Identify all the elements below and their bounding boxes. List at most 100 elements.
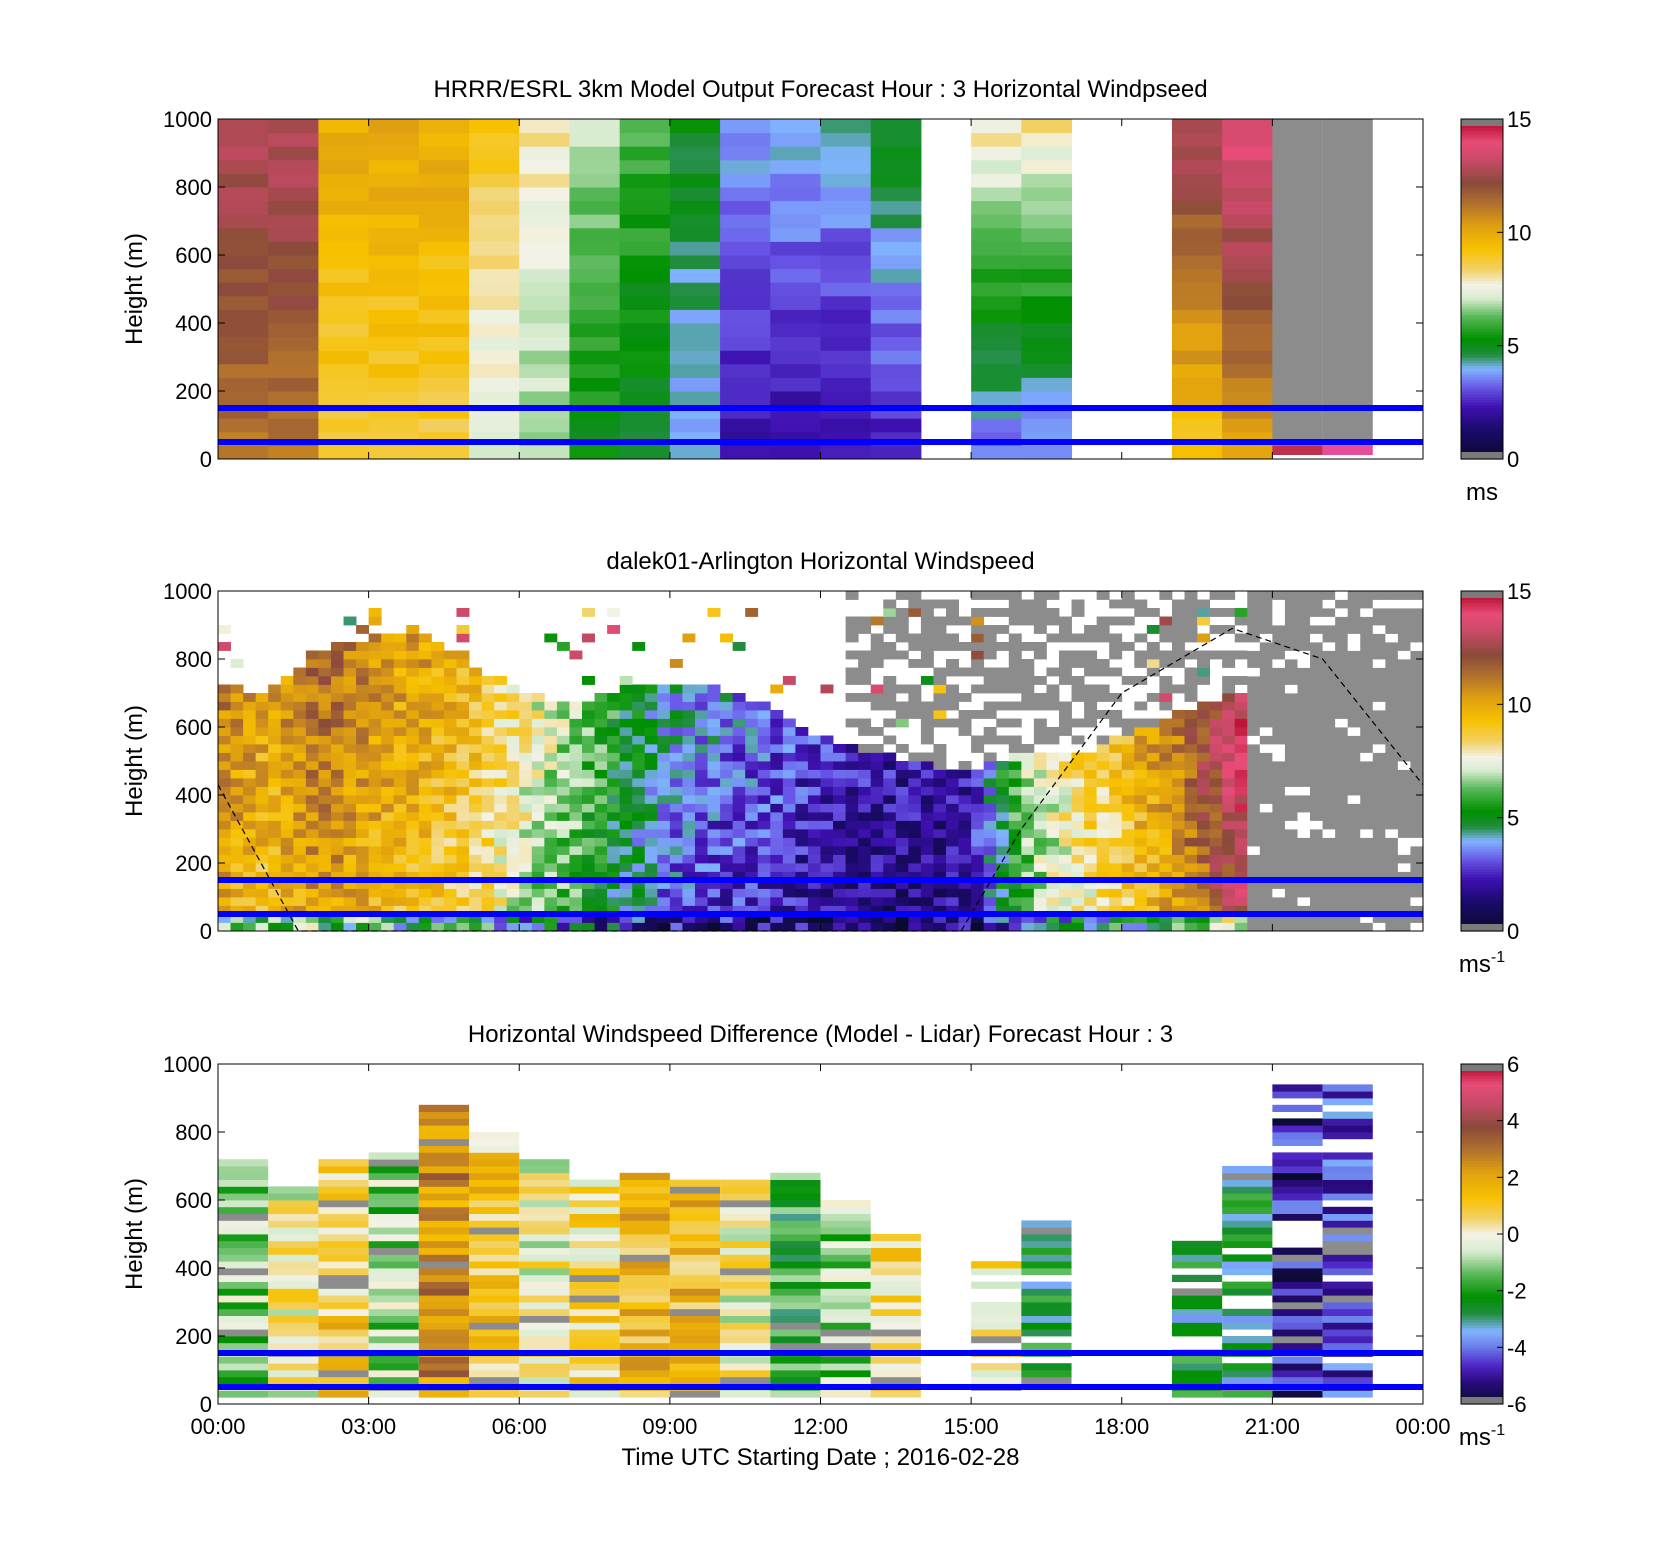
lidar-cell (858, 863, 872, 872)
model-cell (1171, 255, 1223, 270)
difference-cell (368, 1268, 419, 1276)
lidar-cell-flagged (1121, 642, 1135, 651)
lidar-cell (431, 676, 445, 685)
lidar-cell (795, 854, 809, 864)
difference-cell (669, 1295, 721, 1303)
lidar-cell (582, 633, 595, 643)
lidar-cell (732, 846, 746, 855)
lidar-cell (883, 761, 897, 770)
lidar-cell (406, 659, 420, 668)
model-cell (519, 241, 570, 256)
lidar-cell (1410, 710, 1424, 719)
lidar-cell (694, 812, 708, 821)
lidar-cell-flagged (1109, 710, 1123, 719)
lidar-cell (1159, 735, 1173, 745)
lidar-cell (218, 684, 231, 694)
lidar-cell (669, 880, 683, 889)
model-cell (720, 214, 771, 229)
lidar-cell (1171, 727, 1185, 736)
lidar-cell (1347, 718, 1361, 728)
lidar-cell (1347, 888, 1361, 898)
lidar-cell (1247, 608, 1261, 617)
difference-cell (418, 1315, 470, 1323)
lidar-cell (946, 905, 959, 915)
lidar-cell (406, 752, 420, 762)
lidar-cell (1197, 778, 1211, 787)
lidar-cell-flagged (1058, 718, 1072, 728)
difference-cell (1222, 1240, 1273, 1248)
lidar-cell (745, 608, 759, 617)
lidar-cell (1385, 752, 1399, 762)
colorbar-segment (1461, 1279, 1503, 1283)
lidar-cell (1385, 650, 1399, 660)
lidar-cell (280, 871, 294, 881)
lidar-cell (1046, 897, 1060, 906)
lidar-cell (657, 718, 671, 728)
lidar-cell (1335, 684, 1349, 694)
y-tick-label: 200 (175, 851, 212, 876)
lidar-cell (594, 812, 608, 821)
lidar-cell (895, 863, 909, 872)
lidar-cell (343, 778, 357, 787)
lidar-cell (255, 914, 269, 923)
lidar-cell (1284, 863, 1298, 872)
lidar-cell (293, 829, 307, 838)
difference-cell (318, 1200, 369, 1208)
lidar-cell (807, 735, 821, 745)
model-cell (971, 200, 1022, 215)
lidar-cell (343, 616, 357, 626)
lidar-cell (1121, 863, 1135, 872)
difference-column (1222, 1166, 1273, 1398)
lidar-cell (707, 914, 721, 923)
lidar-cell (356, 914, 370, 923)
difference-cell (318, 1206, 369, 1214)
model-column (519, 119, 570, 460)
lidar-cell (1234, 718, 1248, 728)
lidar-cell (632, 744, 646, 753)
difference-cell (469, 1288, 520, 1296)
lidar-cell (1310, 650, 1323, 660)
lidar-cell (318, 735, 332, 745)
lidar-cell-flagged (895, 744, 909, 753)
lidar-cell (657, 922, 671, 932)
colorbar-segment (1461, 888, 1503, 892)
lidar-cell (1272, 829, 1286, 838)
lidar-cell (293, 744, 307, 753)
colorbar-segment (1461, 161, 1503, 165)
lidar-cell (720, 922, 734, 932)
x-tick-label: 09:00 (642, 1414, 697, 1439)
lidar-cell (1008, 880, 1022, 889)
lidar-cell (996, 854, 1010, 864)
lidar-cell (1071, 905, 1085, 915)
difference-cell (720, 1370, 771, 1378)
lidar-cell (820, 905, 834, 915)
lidar-cell (544, 846, 558, 855)
lidar-cell (1146, 914, 1160, 923)
colorbar-segment (1461, 297, 1503, 301)
lidar-cell (519, 871, 533, 881)
lidar-cell (1134, 837, 1148, 847)
lidar-cell (1146, 820, 1160, 830)
lidar-cell (1008, 914, 1022, 923)
difference-cell (1322, 1084, 1373, 1092)
lidar-cell (280, 676, 294, 685)
difference-cell (770, 1356, 821, 1364)
lidar-cell (996, 871, 1010, 881)
colorbar-segment (1461, 1236, 1503, 1241)
lidar-cell (669, 786, 683, 796)
lidar-cell (669, 727, 683, 736)
lidar-cell-flagged (908, 693, 922, 702)
lidar-cell (1347, 710, 1361, 719)
lidar-cell (443, 650, 457, 660)
lidar-cell (807, 905, 821, 915)
lidar-cell (330, 761, 344, 770)
model-cell (318, 418, 370, 433)
lidar-cell (293, 863, 307, 872)
difference-cell (619, 1356, 670, 1364)
lidar-cell (1033, 752, 1047, 762)
model-cell (619, 200, 671, 215)
lidar-cell (1272, 667, 1286, 677)
colorbar-segment (1461, 141, 1503, 146)
lidar-cell (720, 837, 734, 847)
difference-cell (770, 1315, 821, 1323)
